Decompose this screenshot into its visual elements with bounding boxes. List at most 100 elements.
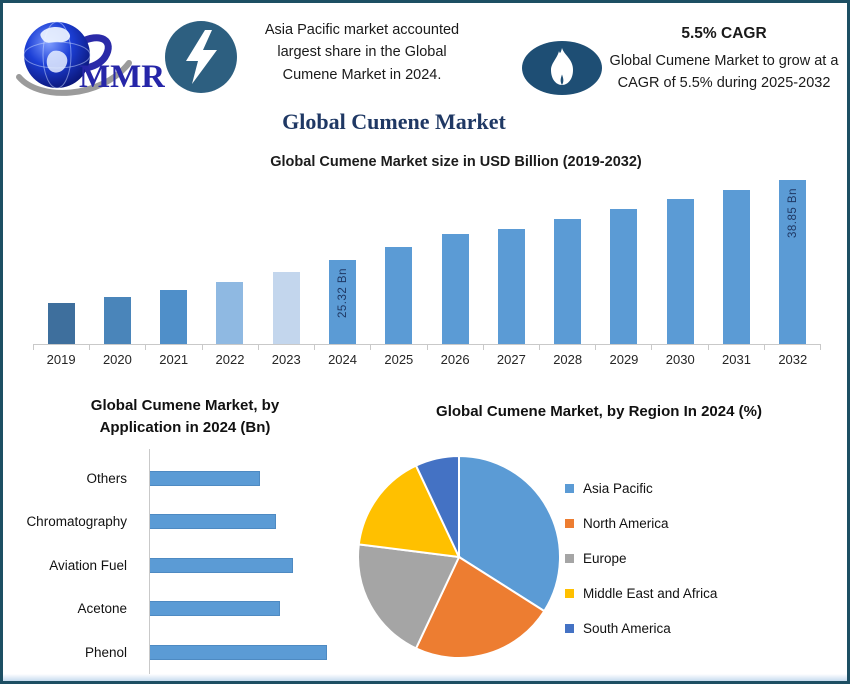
application-row: Chromatography [19, 500, 351, 544]
axis-tick [484, 345, 540, 350]
bar-2026 [441, 234, 469, 344]
bar-column-2019 [33, 175, 89, 344]
bar-column-2022 [202, 175, 258, 344]
region-chart-title: Global Cumene Market, by Region In 2024 … [436, 403, 762, 420]
application-row: Phenol [19, 631, 351, 675]
legend-item: Asia Pacific [565, 481, 717, 496]
bar-2021 [160, 290, 188, 344]
bar-column-2026 [427, 175, 483, 344]
application-row: Acetone [19, 587, 351, 631]
bar-2022 [216, 282, 244, 344]
axis-tick [203, 345, 259, 350]
bar-Acetone [150, 601, 280, 617]
globe-continent [40, 27, 71, 43]
x-axis-label: 2023 [271, 352, 301, 367]
x-axis-label: 2024 [328, 352, 357, 367]
bar-series: 25.32 Bn 38.85 Bn [33, 175, 821, 344]
bar-2020 [103, 297, 131, 344]
bar-column-2021 [146, 175, 202, 344]
x-axis-label: 2029 [609, 352, 639, 367]
bar-chart-title: Global Cumene Market size in USD Billion… [270, 154, 642, 170]
bar-2031 [723, 190, 751, 344]
bar-column-2027 [483, 175, 539, 344]
application-row: Others [19, 457, 351, 501]
application-label: Others [86, 470, 127, 486]
page-title: Global Cumene Market [282, 109, 506, 134]
legend-swatch-icon [565, 519, 574, 528]
bar-2019 [47, 303, 75, 344]
bar-2032: 38.85 Bn [779, 180, 807, 344]
mmr-logo: MMR [16, 21, 165, 96]
bar-2025 [385, 247, 413, 344]
x-axis-label: 2020 [102, 352, 132, 367]
axis-tick [652, 345, 709, 350]
legend-item: South America [565, 621, 717, 636]
application-label: Aviation Fuel [49, 557, 127, 573]
bottom-accent-strip [3, 674, 847, 681]
x-axis-labels: 2019 2020 2021 2022 2023 2024 2025 2026 2027 2028… [33, 352, 821, 367]
logo-swoosh-gray [16, 60, 132, 96]
flame-icon [522, 41, 602, 95]
x-axis [33, 344, 822, 350]
x-axis-label: 2031 [722, 352, 751, 367]
legend-label: Europe [583, 551, 627, 566]
pie-slice-south-america [414, 454, 460, 558]
bar-Others [150, 470, 260, 486]
market-size-bar-chart: 25.32 Bn 38.85 Bn 2019 2020 2021 2022 2023 202… [33, 175, 822, 367]
cagr-title: 5.5% CAGR [681, 25, 767, 42]
legend-label: South America [583, 621, 671, 636]
bar-Chromatography [150, 514, 276, 530]
application-bar-chart: Global Cumene Market, by Application in … [19, 395, 351, 681]
x-axis-label: 2030 [665, 352, 695, 367]
globe-continent [46, 50, 68, 73]
application-bars: Others Chromatography Aviation Fuel Acetone… [19, 448, 351, 681]
pie-legend: Asia Pacific North America Europe Middle Ea… [565, 481, 717, 636]
legend-item: North America [565, 516, 717, 531]
highlight-note: Asia Pacific market accounted largest sh… [264, 22, 460, 83]
application-bar-cell [141, 470, 351, 486]
legend-swatch-icon [565, 624, 574, 633]
bar-column-2029 [596, 175, 652, 344]
application-label: Acetone [77, 601, 127, 617]
x-axis-label: 2028 [553, 352, 583, 367]
axis-tick [259, 345, 316, 350]
bar-value-label: 25.32 Bn [336, 268, 349, 319]
pie-slice-europe [357, 543, 461, 650]
cagr-block: 5.5% CAGR Global Cumene Market to grow a… [603, 25, 845, 95]
legend-label: Middle East and Africa [583, 586, 718, 601]
legend-item: Middle East and Africa [565, 586, 717, 601]
bar-2024: 25.32 Bn [329, 260, 357, 344]
axis-tick [428, 345, 484, 350]
pie-slice-middle-east-and-africa [357, 464, 461, 559]
legend-swatch-icon [565, 554, 574, 563]
bar-column-2028 [540, 175, 596, 344]
legend-swatch-icon [565, 589, 574, 598]
x-axis-label: 2021 [159, 352, 189, 367]
logo-text: MMR [79, 59, 165, 95]
bar-column-2020 [89, 175, 145, 344]
bar-column-2032: 38.85 Bn [765, 175, 821, 344]
bar-column-2031 [708, 175, 764, 344]
x-axis-label: 2032 [778, 352, 808, 367]
legend-label: North America [583, 516, 669, 531]
bar-2028 [554, 219, 582, 344]
application-bar-cell [141, 601, 351, 617]
axis-tick [596, 345, 653, 350]
axis-tick [33, 345, 91, 350]
x-axis-label: 2022 [215, 352, 245, 367]
cagr-note: Global Cumene Market to grow at a CAGR o… [609, 53, 839, 91]
bar-column-2023 [258, 175, 314, 344]
legend-swatch-icon [565, 484, 574, 493]
pie-icon [357, 454, 561, 659]
axis-tick [371, 345, 428, 350]
axis-tick [146, 345, 203, 350]
x-axis-label: 2027 [496, 352, 526, 367]
axis-tick [765, 345, 822, 350]
application-bar-cell [141, 644, 351, 660]
x-axis-label: 2025 [384, 352, 414, 367]
x-axis-label: 2019 [46, 352, 76, 367]
legend-label: Asia Pacific [583, 481, 653, 496]
x-axis-label: 2026 [440, 352, 470, 367]
legend-item: Europe [565, 551, 717, 566]
